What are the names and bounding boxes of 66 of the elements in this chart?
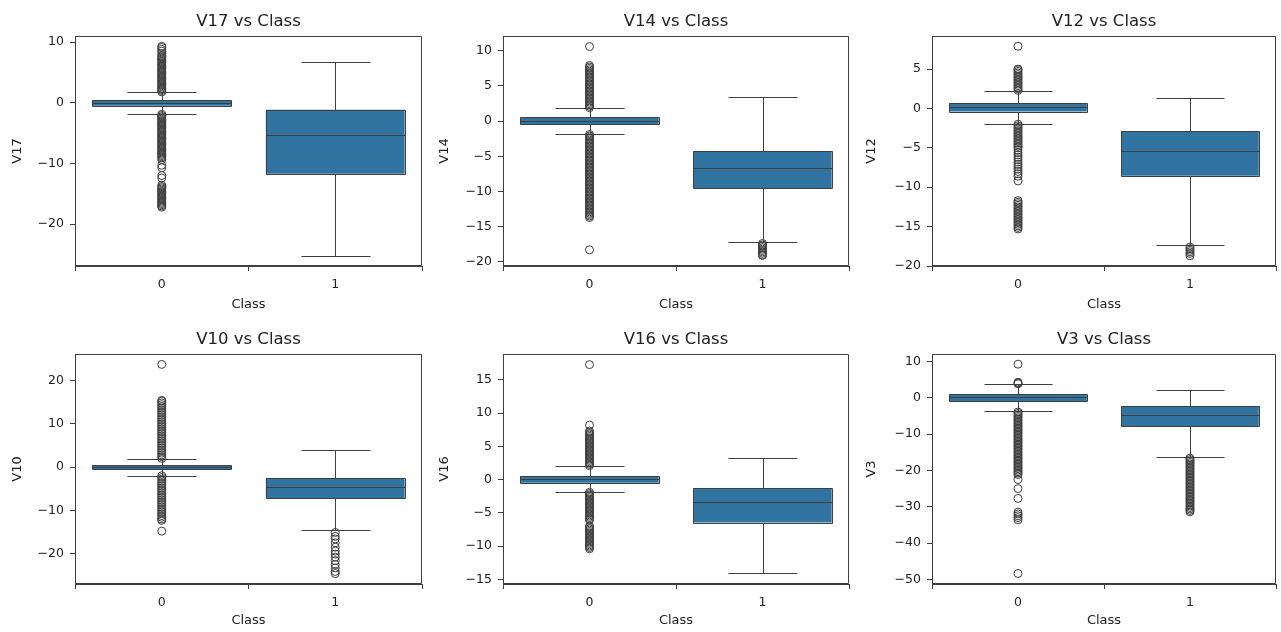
chart-title: V16 vs Class [623, 329, 729, 349]
y-tick-label: −20 [894, 257, 922, 273]
y-tick-label: −5 [902, 139, 921, 155]
chart-title: V10 vs Class [196, 329, 301, 349]
y-tick-label: −20 [37, 544, 65, 560]
y-tick-label: −20 [465, 253, 493, 269]
y-tick-label: −10 [37, 154, 65, 170]
x-tick-label: 1 [331, 593, 340, 609]
x-tick-label: 0 [1014, 593, 1023, 609]
x-tick-label: 1 [758, 275, 767, 291]
y-tick-label: 5 [484, 437, 492, 453]
y-tick-label: 0 [56, 458, 65, 474]
y-tick-label: 0 [913, 389, 922, 405]
y-tick-label: 10 [48, 33, 65, 49]
y-tick-label: −10 [37, 501, 65, 517]
x-axis-title: Class [231, 611, 266, 627]
chart-title: V3 vs Class [1056, 329, 1152, 349]
y-tick-label: −50 [894, 570, 922, 586]
y-tick-label: −40 [894, 534, 922, 550]
y-tick-label: −20 [894, 461, 922, 477]
chart-title: V17 vs Class [196, 11, 301, 31]
x-axis-title: Class [658, 611, 694, 627]
y-axis-title: V10 [9, 456, 25, 482]
chart-title: V14 vs Class [623, 11, 729, 31]
x-tick-label: 0 [585, 275, 594, 291]
x-tick-label: 0 [157, 593, 166, 609]
y-tick-label: 0 [56, 94, 65, 109]
y-tick-label: 10 [476, 404, 493, 420]
y-axis-title: V12 [863, 138, 879, 164]
y-tick-label: 0 [913, 99, 922, 115]
y-tick-label: 0 [484, 112, 493, 128]
y-tick-label: −10 [894, 425, 922, 441]
y-tick-label: 5 [484, 77, 492, 93]
y-tick-label: −5 [473, 504, 492, 520]
y-tick-label: −20 [37, 215, 65, 231]
y-tick-label: −15 [465, 570, 492, 586]
x-axis-title: Class [1086, 611, 1122, 627]
x-axis-title: Class [1086, 295, 1122, 311]
y-tick-label: −10 [465, 537, 493, 553]
y-tick-label: −10 [894, 178, 922, 194]
chart-title: V12 vs Class [1051, 11, 1157, 31]
x-tick-label: 0 [1014, 275, 1023, 291]
x-tick-label: 1 [1186, 275, 1194, 291]
x-tick-label: 1 [758, 593, 767, 609]
y-axis-title: V3 [863, 460, 879, 478]
y-axis-title: V17 [9, 138, 25, 164]
x-tick-label: 1 [1186, 593, 1194, 609]
y-tick-label: −15 [894, 217, 921, 233]
x-axis-title: Class [658, 295, 694, 311]
y-tick-label: 5 [913, 60, 921, 76]
x-axis-title: Class [231, 295, 266, 311]
y-tick-label: 10 [476, 42, 493, 58]
y-tick-label: 20 [48, 371, 65, 387]
x-tick-label: 0 [157, 275, 166, 291]
y-tick-label: −15 [465, 217, 492, 233]
y-tick-label: −10 [465, 182, 493, 198]
y-tick-label: 10 [48, 414, 65, 430]
y-tick-label: −5 [473, 147, 492, 163]
y-axis-title: V16 [436, 456, 452, 482]
y-tick-label: 0 [484, 470, 493, 486]
x-tick-label: 1 [331, 275, 340, 291]
y-tick-label: 10 [905, 352, 922, 368]
y-tick-label: 15 [476, 371, 492, 387]
y-tick-label: −30 [894, 497, 922, 513]
x-tick-label: 0 [585, 593, 594, 609]
y-axis-title: V14 [436, 138, 452, 164]
